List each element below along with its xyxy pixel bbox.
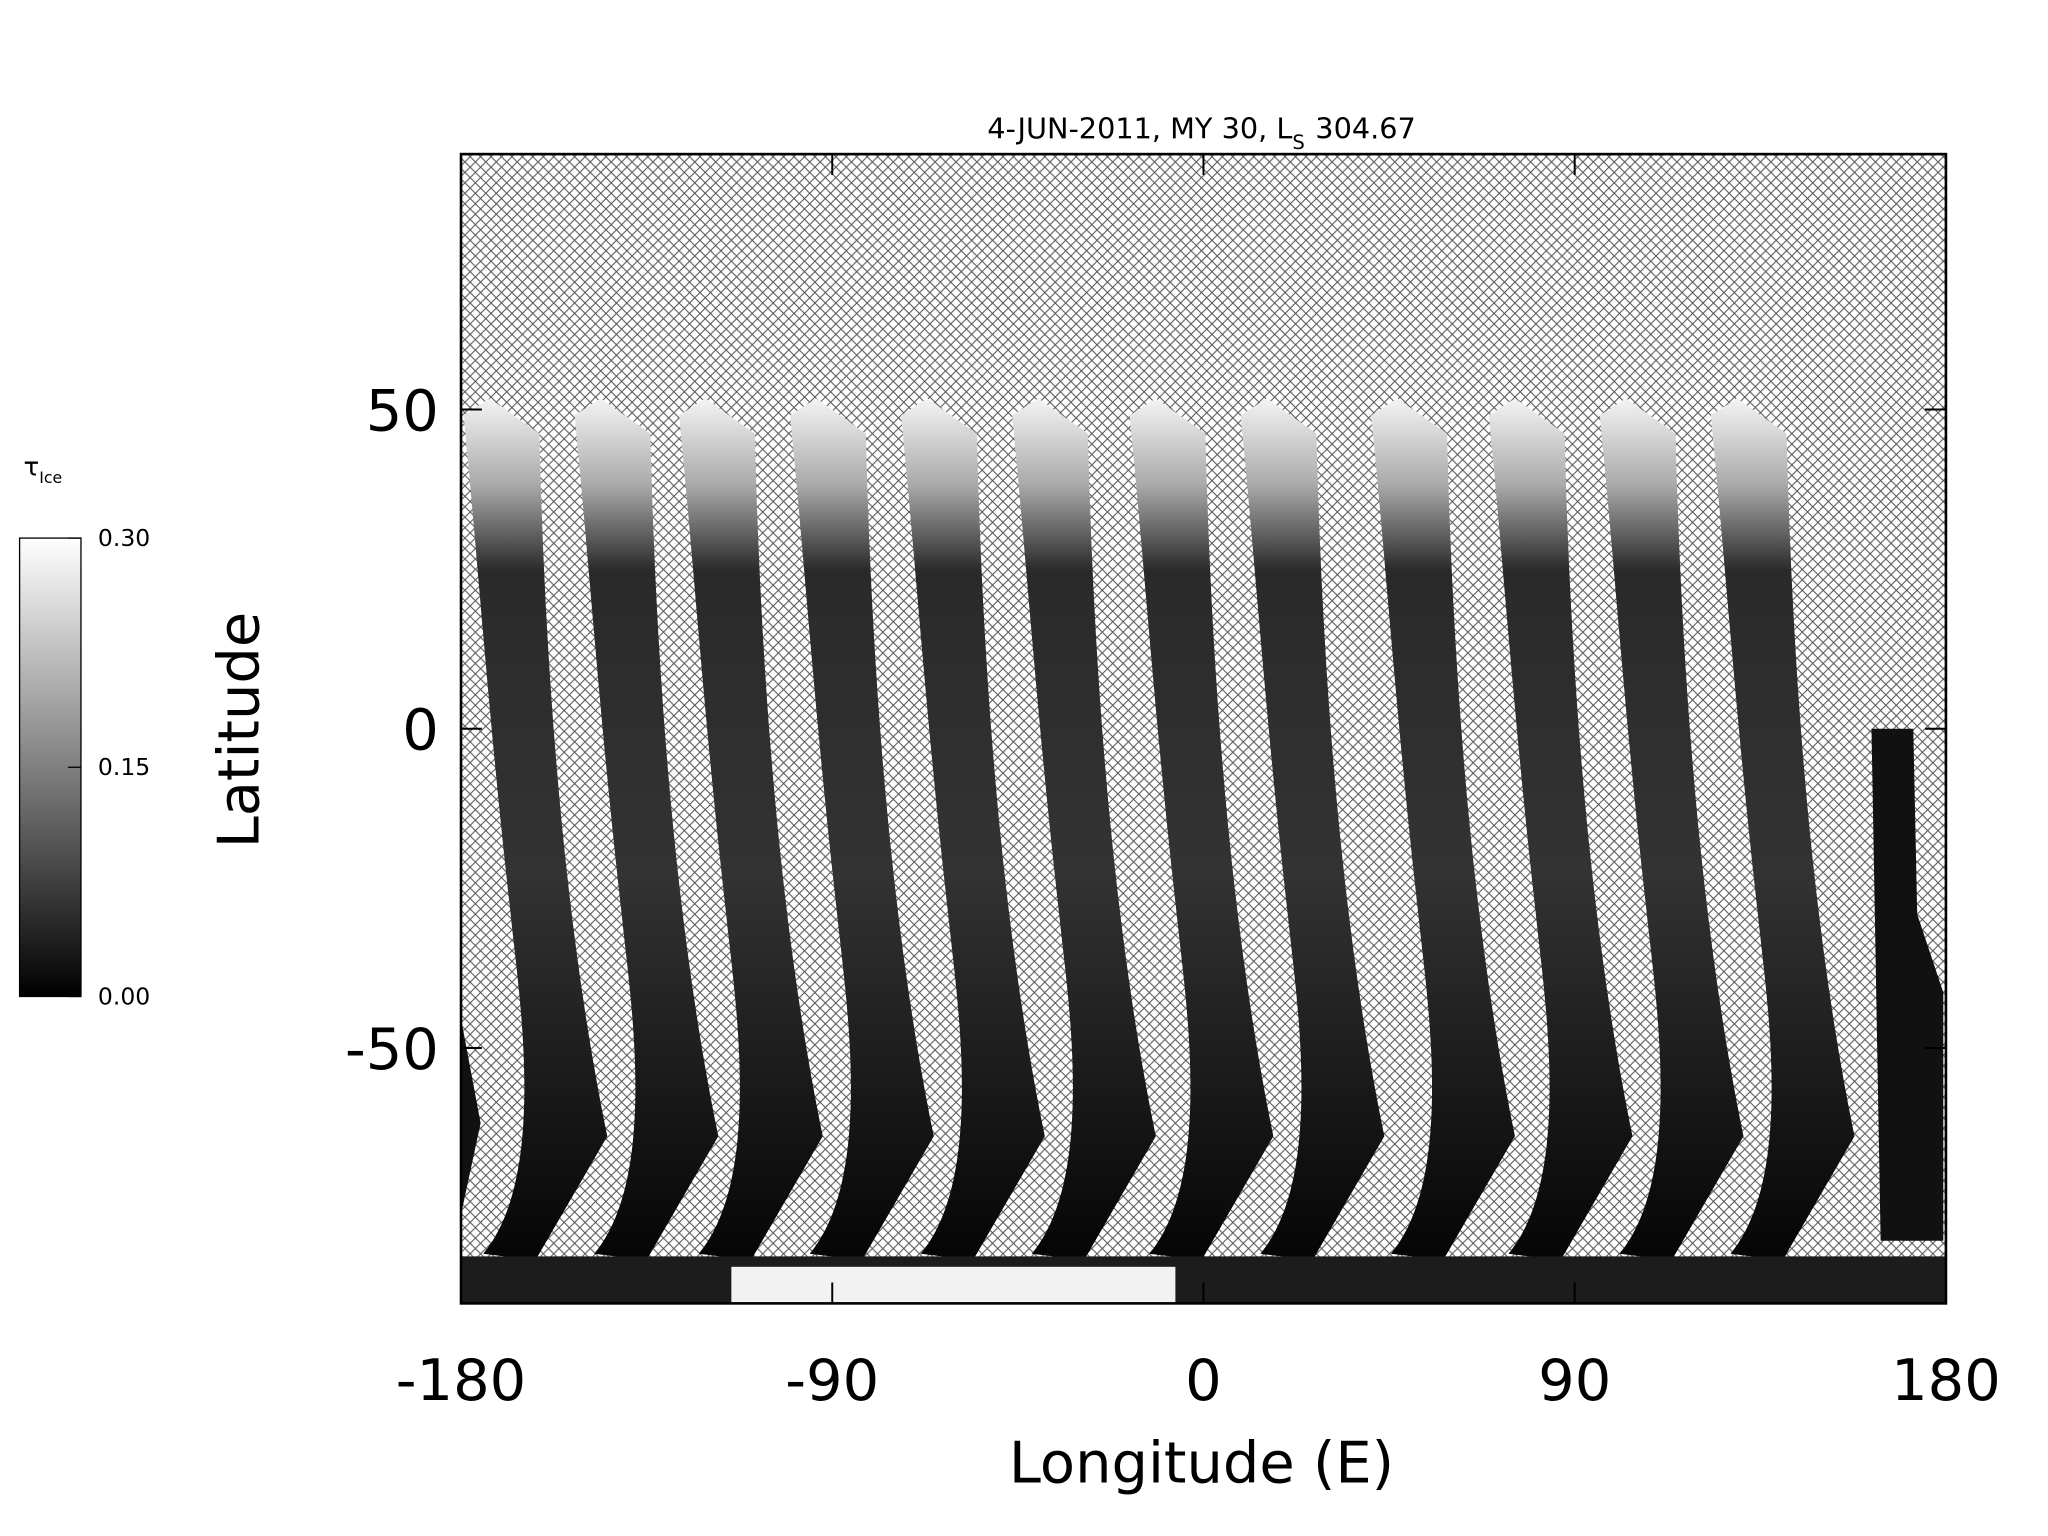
colorbar-symbol: τ bbox=[24, 452, 40, 482]
swath bbox=[1488, 398, 1633, 1261]
x-tick-label: -90 bbox=[785, 1347, 879, 1414]
swath bbox=[679, 398, 823, 1261]
swath bbox=[901, 398, 1045, 1261]
swath bbox=[1371, 398, 1515, 1261]
y-tick-label: 0 bbox=[402, 697, 439, 764]
swath bbox=[1599, 398, 1744, 1261]
y-tick-label: 50 bbox=[366, 377, 439, 444]
swath bbox=[1240, 398, 1385, 1261]
polar-bright bbox=[731, 1266, 1176, 1304]
swath bbox=[1710, 398, 1855, 1261]
x-tick-label: 90 bbox=[1538, 1347, 1611, 1414]
swaths bbox=[461, 398, 1944, 1261]
chart-title: 4-JUN-2011, MY 30, LS 304.67 bbox=[987, 111, 1416, 153]
swath bbox=[1871, 728, 1944, 1241]
swath bbox=[461, 1018, 481, 1215]
colorbar-tick-label: 0.15 bbox=[98, 753, 150, 781]
title-subscript: S bbox=[1292, 131, 1304, 154]
swath bbox=[790, 398, 934, 1261]
colorbar-tick-label: 0.30 bbox=[98, 524, 150, 552]
title-main: 4-JUN-2011, MY 30, L bbox=[987, 111, 1292, 145]
swath bbox=[1129, 398, 1274, 1261]
title-suffix: 304.67 bbox=[1315, 111, 1416, 145]
x-axis-label: Longitude (E) bbox=[1009, 1429, 1394, 1496]
y-axis-label: Latitude bbox=[206, 612, 273, 848]
x-tick-label: -180 bbox=[396, 1347, 526, 1414]
x-tick-label: 0 bbox=[1185, 1347, 1222, 1414]
x-tick-label: 180 bbox=[1891, 1347, 2001, 1414]
colorbar-tick-label: 0.00 bbox=[98, 982, 150, 1010]
y-tick-label: -50 bbox=[345, 1016, 439, 1083]
colorbar-subscript: Ice bbox=[39, 468, 62, 487]
colorbar-label: τIce bbox=[24, 452, 63, 487]
swath bbox=[463, 398, 608, 1261]
swath bbox=[1012, 398, 1156, 1261]
swath bbox=[574, 398, 719, 1261]
